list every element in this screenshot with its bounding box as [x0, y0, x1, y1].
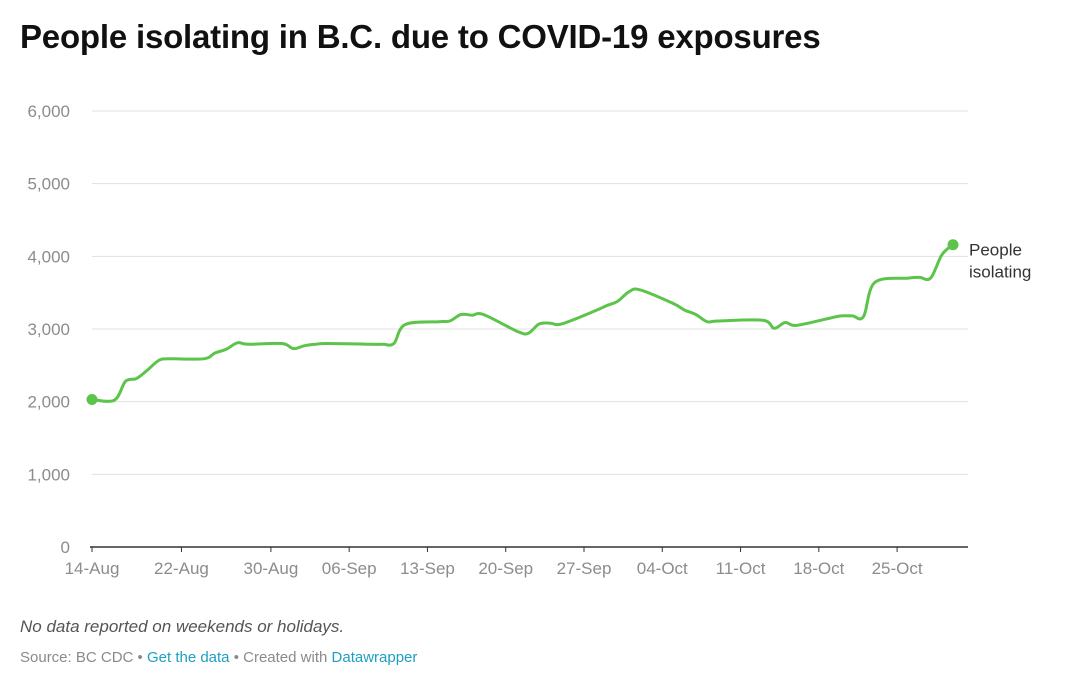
y-axis-ticks: 0 1,000 2,000 3,000 4,000 5,000 6,000: [27, 102, 70, 557]
x-tick-label: 13-Sep: [400, 559, 455, 578]
line-chart: 0 1,000 2,000 3,000 4,000 5,000 6,000 14-Aug 22…: [27, 102, 1031, 578]
series-layer: People isolating: [86, 239, 1031, 405]
footer: Source: BC CDC • Get the data • Created …: [20, 649, 417, 666]
x-tick-label: 25-Oct: [872, 559, 923, 578]
get-the-data-link[interactable]: Get the data: [146, 649, 230, 666]
endpoint-marker: [86, 393, 98, 405]
y-tick-label: 5,000: [27, 175, 70, 194]
x-tick-label: 18-Oct: [793, 559, 844, 578]
series-label: People isolating: [969, 241, 1031, 282]
x-tick-label: 30-Aug: [243, 559, 298, 578]
y-tick-label: 1,000: [27, 465, 70, 484]
y-tick-label: 0: [61, 538, 70, 557]
source-text: Source: BC CDC: [20, 649, 134, 666]
endpoint-marker: [947, 239, 959, 251]
x-tick-label: 04-Oct: [637, 559, 688, 578]
y-tick-label: 2,000: [27, 393, 70, 412]
footer-separator: •: [133, 649, 147, 666]
chart-title: People isolating in B.C. due to COVID-19…: [20, 18, 821, 55]
series-line: [90, 243, 955, 403]
x-tick-label: 14-Aug: [65, 559, 120, 578]
gridlines: [92, 110, 968, 475]
footer-separator: •: [229, 649, 244, 666]
y-tick-label: 6,000: [27, 102, 70, 121]
y-tick-label: 3,000: [27, 320, 70, 339]
datawrapper-link[interactable]: Datawrapper: [331, 649, 418, 666]
x-axis-ticks: 14-Aug 22-Aug 30-Aug 06-Sep 13-Sep 20-Sep 27-S…: [65, 547, 923, 578]
x-tick-label: 22-Aug: [154, 559, 209, 578]
created-with-text: Created with: [243, 649, 328, 666]
chart-notes: No data reported on weekends or holidays…: [20, 617, 345, 636]
x-tick-label: 11-Oct: [716, 559, 766, 578]
x-tick-label: 20-Sep: [478, 559, 533, 578]
y-tick-label: 4,000: [27, 247, 70, 266]
x-tick-label: 06-Sep: [322, 559, 377, 578]
x-tick-label: 27-Sep: [557, 559, 612, 578]
